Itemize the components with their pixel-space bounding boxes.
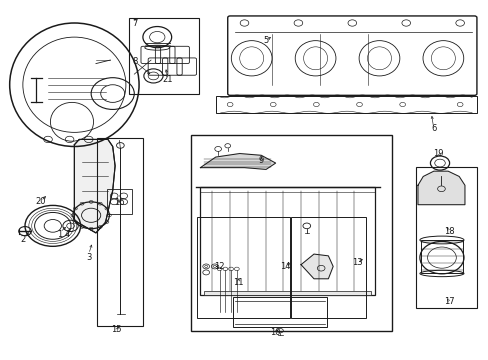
Text: 11: 11: [233, 278, 244, 287]
Text: 12: 12: [214, 262, 224, 271]
Text: 1: 1: [57, 230, 62, 239]
Bar: [415, 167, 476, 308]
Bar: [97, 138, 143, 327]
Text: 5: 5: [263, 36, 268, 45]
Text: 6: 6: [430, 124, 436, 133]
Bar: [291, 217, 365, 318]
Text: 13: 13: [351, 258, 362, 267]
Bar: [128, 18, 199, 94]
Text: 3: 3: [86, 253, 91, 262]
Bar: [420, 240, 462, 274]
Text: 14: 14: [280, 262, 290, 271]
Bar: [203, 291, 371, 294]
Bar: [215, 96, 476, 113]
Text: 20: 20: [36, 197, 46, 206]
Text: 9: 9: [258, 156, 264, 165]
Text: 17: 17: [444, 297, 454, 306]
Bar: [190, 135, 391, 331]
Text: 7: 7: [132, 18, 138, 27]
Text: 15: 15: [111, 325, 122, 334]
Bar: [200, 187, 375, 294]
Bar: [107, 189, 132, 213]
Text: 19: 19: [432, 149, 443, 158]
Text: 4: 4: [64, 230, 70, 239]
Polygon shape: [301, 254, 332, 279]
Polygon shape: [417, 171, 464, 205]
Polygon shape: [74, 139, 115, 233]
Bar: [196, 217, 289, 318]
Bar: [233, 297, 326, 328]
Text: 2: 2: [20, 235, 26, 244]
Text: 16: 16: [113, 198, 124, 207]
Text: 21: 21: [162, 75, 173, 84]
Text: 10: 10: [270, 328, 280, 337]
Polygon shape: [200, 154, 275, 170]
Text: 8: 8: [132, 57, 138, 66]
Text: 18: 18: [444, 227, 454, 236]
